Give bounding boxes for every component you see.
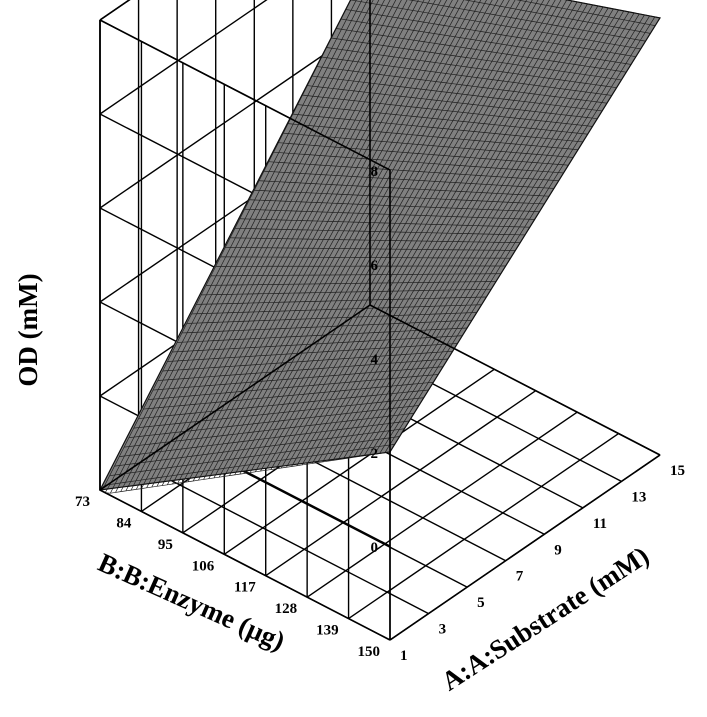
surface-mesh-line [336, 28, 627, 73]
surface-mesh-line [408, 0, 646, 42]
x-tick-label: 13 [631, 489, 646, 505]
grid-line-floor-y [265, 390, 537, 577]
surface-mesh-line [306, 1, 578, 465]
surface-mesh-line [374, 14, 645, 455]
surface-mesh-line [288, 123, 579, 151]
surface-mesh-line [292, 113, 583, 143]
grid-line-floor-y [223, 368, 495, 555]
surface-mesh-line [260, 0, 527, 472]
surface-mesh-line [327, 5, 599, 462]
z-tick-label: 2 [371, 446, 379, 462]
surface-mesh-line [463, 0, 651, 34]
surface-mesh-line [332, 6, 604, 461]
surface-mesh-line [317, 3, 588, 463]
surface-mesh-line [283, 132, 574, 158]
surface-mesh-line [244, 0, 510, 474]
surface-mesh-line [263, 170, 554, 189]
surface-mesh-line [331, 37, 622, 81]
box-edge [369, 304, 661, 456]
z-axis-title: OD (mM) [13, 273, 43, 386]
box-edge [99, 489, 391, 641]
x-tick-label: 15 [670, 463, 685, 479]
surface-mesh-line [273, 151, 564, 174]
z-tick-label: 6 [371, 258, 379, 274]
surface-mesh-line [265, 0, 533, 471]
surface-mesh-line [268, 161, 559, 182]
surface-mesh-line [270, 0, 539, 470]
surface-outline [98, 0, 661, 491]
surface-mesh-line [363, 12, 635, 456]
x-tick-label: 11 [593, 516, 607, 532]
surface-mesh-line [316, 66, 608, 104]
x-tick-label: 1 [400, 648, 408, 664]
y-tick-label: 128 [275, 601, 298, 617]
y-tick-label: 84 [116, 515, 132, 531]
box-edge [389, 454, 661, 641]
surface-mesh-line [516, 0, 656, 26]
surface-mesh-line [312, 2, 583, 464]
surface-mesh-line [286, 0, 556, 468]
surface-mesh-line [322, 4, 593, 463]
box-edge [99, 0, 131, 21]
grid-line-floor-y [306, 411, 578, 598]
surface-mesh-line [280, 0, 550, 469]
surface-mesh-line [239, 218, 530, 228]
surface-mesh-line [337, 7, 609, 460]
x-tick-label: 9 [554, 542, 562, 558]
surface-mesh-line [297, 104, 588, 135]
surface-mesh-line [249, 199, 540, 213]
surface-mesh-line [249, 0, 516, 473]
surface-mesh-line [259, 180, 550, 197]
z-tick-label: 8 [371, 164, 379, 180]
surface-mesh-line [296, 0, 568, 466]
surface-mesh-line [312, 75, 603, 112]
surface-fill [100, 0, 660, 490]
y-tick-label: 139 [316, 623, 339, 639]
surface-mesh-line [353, 10, 625, 458]
surface-mesh-line [326, 47, 617, 89]
surface-mesh-line [350, 0, 641, 50]
surface-mesh-line [341, 18, 632, 65]
box-edge [99, 304, 371, 491]
surface-mesh-line [348, 9, 619, 459]
y-tick-label: 117 [234, 580, 256, 596]
surface-mesh-line [358, 11, 630, 457]
chart-axes [99, 0, 661, 641]
x-tick-label: 7 [516, 569, 524, 585]
x-tick-label: 5 [477, 595, 485, 611]
z-tick-label: 4 [371, 352, 379, 368]
y-tick-label: 95 [158, 537, 173, 553]
box-edge [99, 19, 391, 171]
surface-mesh-line [278, 142, 569, 166]
surface-mesh-line [379, 15, 650, 454]
x-axis-title: A:A:Substrate (mM) [436, 540, 654, 696]
surface-mesh-line [307, 85, 598, 120]
surface-mesh-line [275, 0, 545, 469]
x-tick-label: 3 [439, 622, 447, 638]
z-tick-label: 0 [371, 540, 379, 556]
y-tick-label: 150 [358, 644, 381, 660]
y-tick-label: 73 [75, 494, 90, 510]
surface-mesh-line [291, 0, 562, 467]
surface-mesh-line [384, 16, 656, 453]
surface-mesh-line [302, 94, 593, 127]
surface-mesh-line [343, 8, 614, 460]
grid-line-right-wall-h [99, 0, 131, 21]
grid-line-right-wall-h [99, 0, 268, 115]
surface-mesh-line [368, 13, 640, 456]
surface-mesh-line [254, 189, 545, 205]
y-tick-label: 106 [192, 558, 215, 574]
grid-line-floor-y [348, 432, 619, 620]
surface-mesh-line [345, 9, 636, 58]
surface-mesh-line [301, 0, 573, 466]
grid-line-floor-x [138, 462, 429, 615]
response-surface [98, 0, 661, 494]
